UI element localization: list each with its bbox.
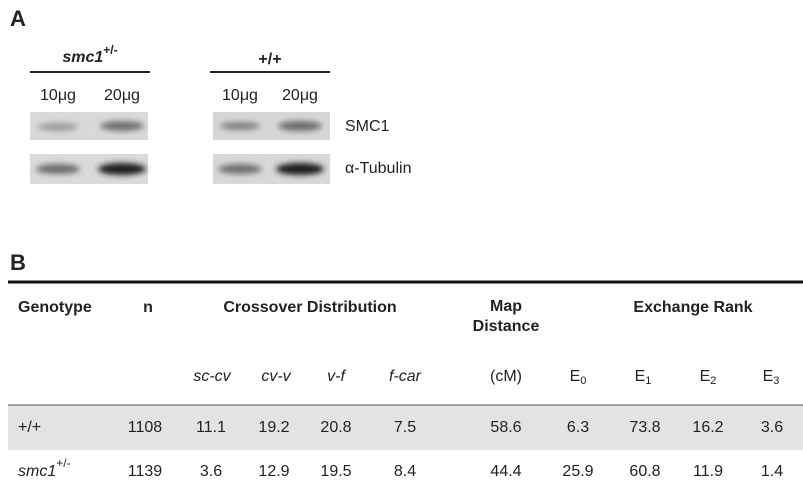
lane-label: 10μg — [40, 87, 76, 104]
subheader-base: E — [700, 368, 711, 385]
cell: 20.8 — [320, 419, 351, 436]
subheader: cv-v — [261, 368, 291, 385]
cell: 8.4 — [394, 463, 416, 480]
subheader: E3 — [763, 368, 780, 387]
genotype-base: smc1 — [18, 463, 56, 480]
lane-label: 10μg — [222, 87, 258, 104]
page: {"panel_a": {"label": "A", "groups": [ {… — [0, 0, 803, 503]
cell: 44.4 — [490, 463, 521, 480]
subheader: sc-cv — [193, 368, 231, 385]
cell: 11.1 — [196, 419, 226, 436]
genotype-sup: +/- — [103, 43, 117, 57]
blot-label: α-Tubulin — [345, 160, 411, 177]
subheader: v-f — [327, 368, 346, 385]
subheader-base: E — [763, 368, 774, 385]
blot-label: SMC1 — [345, 118, 390, 135]
subheader: E1 — [635, 368, 652, 387]
figure: A smc1+/- +/+ 10μg 20μg 10μg 20μg SMC1 α… — [0, 0, 803, 503]
subheader-base: E — [570, 368, 581, 385]
genotype-sup: +/- — [56, 456, 70, 470]
group-label: smc1+/- — [62, 43, 117, 66]
header: Exchange Rank — [633, 299, 752, 316]
cell: 11.9 — [693, 463, 723, 480]
cell: 3.6 — [761, 419, 783, 436]
header: Map — [490, 298, 522, 315]
row-genotype: smc1+/- — [18, 456, 71, 480]
subheader-sub: 2 — [710, 375, 716, 387]
subheader: E0 — [570, 368, 587, 387]
cell: 58.6 — [490, 419, 521, 436]
subheader-sub: 3 — [773, 375, 779, 387]
subheader-sub: 0 — [580, 375, 586, 387]
cell: 3.6 — [200, 463, 222, 480]
cell: 1108 — [128, 419, 163, 436]
subheader-sub: 1 — [645, 375, 651, 387]
genotype-base: +/+ — [18, 419, 41, 436]
cell: 73.8 — [629, 419, 660, 436]
blot-images — [30, 112, 330, 184]
genotype-base: smc1 — [62, 49, 103, 66]
group-label: +/+ — [258, 51, 281, 68]
cell: 1139 — [128, 463, 163, 480]
panel-label: A — [10, 6, 26, 31]
cell: 60.8 — [629, 463, 660, 480]
lane-label: 20μg — [282, 87, 318, 104]
lane-label: 20μg — [104, 87, 140, 104]
row-genotype: +/+ — [18, 419, 41, 436]
cell: 19.5 — [320, 463, 351, 480]
subheader: (cM) — [490, 368, 522, 385]
cell: 7.5 — [394, 419, 416, 436]
cell: 1.4 — [761, 463, 783, 480]
cell: 6.3 — [567, 419, 589, 436]
subheader-base: E — [635, 368, 646, 385]
subheader: f-car — [389, 368, 422, 385]
header: Distance — [473, 318, 540, 335]
header: Genotype — [18, 299, 92, 316]
header: n — [143, 299, 153, 316]
header: Crossover Distribution — [223, 299, 396, 316]
cell: 12.9 — [258, 463, 289, 480]
cell: 25.9 — [562, 463, 593, 480]
cell: 19.2 — [258, 419, 289, 436]
panel-label: B — [10, 250, 26, 275]
subheader: E2 — [700, 368, 717, 387]
cell: 16.2 — [692, 419, 723, 436]
